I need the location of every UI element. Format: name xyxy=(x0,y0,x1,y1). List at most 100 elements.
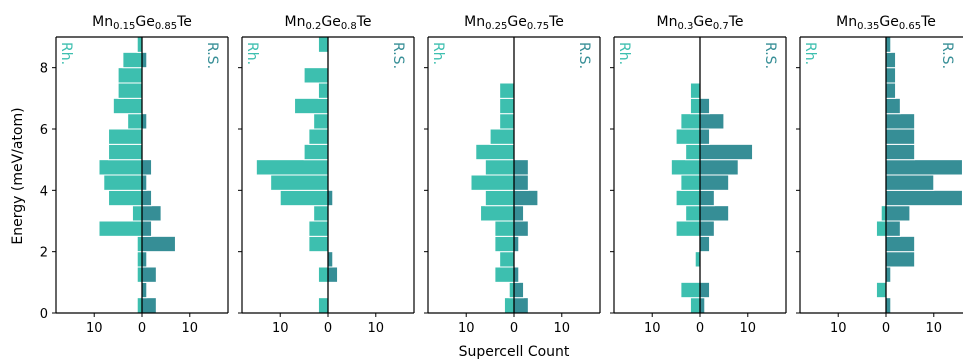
rs-bar xyxy=(885,82,897,99)
rh-bar xyxy=(317,266,329,283)
rh-bar xyxy=(675,220,701,237)
rh-bar xyxy=(508,281,515,299)
rh-bar xyxy=(317,82,329,99)
rs-bar xyxy=(513,189,539,207)
rh-bar xyxy=(680,281,701,299)
rh-bar xyxy=(484,189,515,207)
panel-title: Mn0.2Ge0.8Te xyxy=(284,14,371,32)
rh-bar xyxy=(689,97,701,115)
rs-bar xyxy=(699,97,711,115)
rs-bar xyxy=(513,174,529,191)
rs-bar xyxy=(699,235,711,253)
panel-5-bars xyxy=(875,37,963,313)
panel-4: 10 0 10 Mn0.3Ge0.7Te Rh. R.S. xyxy=(610,14,787,336)
rh-bar xyxy=(308,220,329,237)
rh-label: Rh. xyxy=(802,42,818,65)
rs-bar xyxy=(885,128,916,145)
x-tick-label: 10 xyxy=(644,321,661,336)
rh-bar xyxy=(308,128,329,145)
rs-bar xyxy=(141,159,153,176)
rs-bar xyxy=(885,251,916,268)
rh-bar xyxy=(98,220,143,237)
x-tick-label: 0 xyxy=(696,321,704,336)
rs-bar xyxy=(885,174,935,191)
rh-bar xyxy=(489,128,515,145)
rh-bar xyxy=(484,159,515,176)
rs-bar xyxy=(699,297,706,313)
rs-bar xyxy=(699,205,730,222)
rs-bar xyxy=(699,189,715,207)
rh-bar xyxy=(103,174,143,191)
x-tick-label: 10 xyxy=(272,321,289,336)
x-tick-label: 10 xyxy=(368,321,385,336)
rs-bar xyxy=(141,220,153,237)
rs-bar xyxy=(513,235,520,253)
rs-bar xyxy=(141,174,148,191)
x-tick-label: 10 xyxy=(182,321,199,336)
rh-bar xyxy=(685,143,701,161)
panel-4-bars xyxy=(670,82,754,313)
rs-bar xyxy=(885,205,911,222)
rh-bar xyxy=(294,97,329,115)
rs-bar xyxy=(327,189,334,207)
y-tick-label: 8 xyxy=(40,62,48,77)
rs-bar xyxy=(141,266,157,283)
rs-label: R.S. xyxy=(390,42,406,69)
rh-bar xyxy=(136,251,143,268)
rs-bar xyxy=(885,189,963,207)
rs-bar xyxy=(141,281,148,299)
x-tick-label: 10 xyxy=(458,321,475,336)
x-tick-label: 0 xyxy=(324,321,332,336)
rh-bar xyxy=(117,82,143,99)
rh-bar xyxy=(675,128,701,145)
rh-bar xyxy=(503,297,515,313)
x-tick-label: 10 xyxy=(926,321,943,336)
rh-bar xyxy=(480,205,515,222)
rh-bar xyxy=(680,113,701,130)
x-tick-label: 10 xyxy=(830,321,847,336)
y-tick-label: 4 xyxy=(40,184,48,199)
rh-bar xyxy=(108,143,143,161)
rh-bar xyxy=(694,251,701,268)
rh-bar xyxy=(255,159,329,176)
panel-5: 10 0 10 Mn0.35Ge0.65Te Rh. R.S. xyxy=(796,14,963,336)
rh-bar xyxy=(279,189,329,207)
rh-bar xyxy=(494,220,515,237)
rs-bar xyxy=(513,159,529,176)
x-tick-label: 0 xyxy=(510,321,518,336)
rh-bar xyxy=(689,297,701,313)
rh-bar xyxy=(499,97,515,115)
rh-bar xyxy=(685,205,701,222)
rs-bar xyxy=(885,297,892,313)
panel-title: Mn0.35Ge0.65Te xyxy=(836,14,936,32)
y-tick-label: 2 xyxy=(40,246,48,261)
rs-bar xyxy=(699,113,725,130)
rh-bar xyxy=(117,67,143,84)
rs-label: R.S. xyxy=(939,42,955,69)
rh-label: Rh. xyxy=(430,42,446,65)
x-axis-title: Supercell Count xyxy=(459,344,570,360)
panel-title: Mn0.15Ge0.85Te xyxy=(92,14,192,32)
rs-bar xyxy=(885,159,963,176)
rh-bar xyxy=(98,159,143,176)
rh-bar xyxy=(313,205,329,222)
rh-bar xyxy=(689,82,701,99)
rh-bar xyxy=(303,67,329,84)
rh-bar xyxy=(475,143,515,161)
rs-bar xyxy=(885,220,901,237)
y-tick-label: 6 xyxy=(40,123,48,138)
rh-bar xyxy=(875,220,887,237)
rs-bar xyxy=(513,281,525,299)
x-tick-label: 10 xyxy=(86,321,103,336)
x-tick-label: 10 xyxy=(740,321,757,336)
panel-2: 10 0 10 Mn0.2Ge0.8Te Rh. R.S. xyxy=(238,14,415,336)
rs-label: R.S. xyxy=(762,42,778,69)
rh-bar xyxy=(499,251,515,268)
rh-label: Rh. xyxy=(244,42,260,65)
rs-bar xyxy=(699,281,711,299)
rs-bar xyxy=(513,297,529,313)
rh-label: Rh. xyxy=(616,42,632,65)
rs-bar xyxy=(141,205,162,222)
rs-bar xyxy=(699,159,739,176)
rh-bar xyxy=(112,97,143,115)
